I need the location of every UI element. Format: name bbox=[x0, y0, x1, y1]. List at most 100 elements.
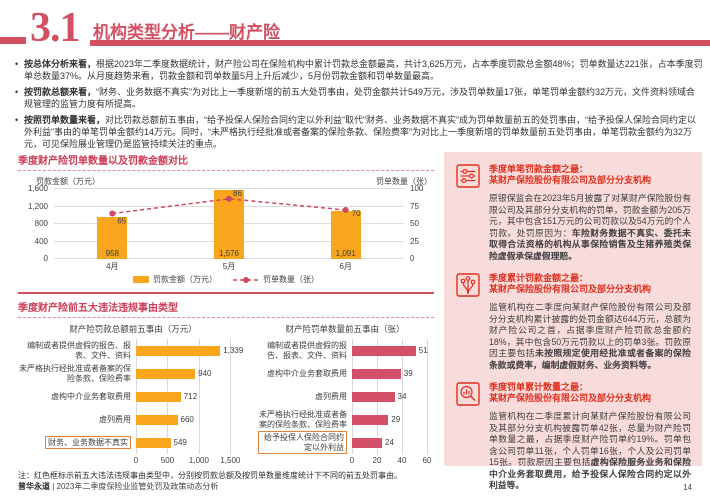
left-axis-tick: 1,600 bbox=[27, 184, 48, 193]
count-line-series: 65 86 70 bbox=[109, 189, 361, 226]
panel-section-ticket-count: 季度罚单累计数量之最： 某财产保险股份有限公司及部分分支机构 监管机构在二季度累… bbox=[456, 382, 691, 492]
dashed-line-dot-icon bbox=[233, 276, 259, 283]
bullet-text: 按照罚单数量来看，对比罚款总额前五事由，“给予投保人保险合同约定以外利益”取代“… bbox=[24, 115, 697, 149]
combo-chart-section-title: 季度财产险罚单数量以及罚款金额对比 bbox=[18, 156, 188, 167]
combo-right-axis-title: 罚单数量（张） bbox=[376, 177, 432, 186]
highlighted-category-box: 财务、业务数据不真实 bbox=[45, 435, 131, 450]
panel-section-single-fine: 季度单笔罚款金额之最： 某财产保险股份有限公司及部分分支机构 原银保监会在202… bbox=[456, 164, 691, 262]
category-text: 虚构中介业务套取费用 bbox=[267, 368, 347, 378]
category-label: 编制或者提供虚假的报告、报表、文件、资料 bbox=[258, 339, 352, 362]
panel-section-body: 监管机构在二季度向某财产保险股份有限公司及部分分支机构累计披露的处罚金额达644… bbox=[489, 302, 691, 370]
header-underline-bar bbox=[90, 40, 710, 46]
right-axis-tick: 50 bbox=[410, 219, 419, 228]
right-axis-tick: 0 bbox=[410, 254, 415, 263]
bar bbox=[352, 391, 395, 402]
x-axis-tick: 0 bbox=[349, 456, 355, 465]
category-text: 未严格执行经批准或者备案的保险条款、保险费率 bbox=[19, 364, 131, 383]
top5-amount-axis: 0 500 1,000 1,500 bbox=[134, 454, 248, 465]
top5-count-title: 财产险罚单数量前五事由（张） bbox=[285, 324, 405, 334]
bar bbox=[136, 345, 221, 356]
category-label: 财务、业务数据不真实 bbox=[18, 431, 136, 454]
gridline bbox=[402, 339, 403, 454]
bullet-by-amount: • 按罚款总额来看，“财务、业务数据不真实”为对比上一季度新增的前五大处罚事由，… bbox=[14, 86, 704, 110]
bar bbox=[352, 345, 416, 356]
page-title: 机构类型分析——财产险 bbox=[93, 23, 280, 42]
bar-row: 940 bbox=[136, 362, 248, 385]
x-axis-tick: 500 bbox=[160, 456, 175, 465]
panel-section-total-fine: 季度累计罚款金额之最： 某财产保险股份有限公司及部分分支机构 监管机构在二季度向… bbox=[456, 273, 691, 371]
left-axis-tick: 400 bbox=[34, 236, 48, 246]
category-text: 未严格执行经批准或者备案的保险条款、保险费率 bbox=[259, 410, 347, 429]
x-axis-tick: 40 bbox=[397, 456, 407, 465]
bar-row: 660 bbox=[136, 408, 248, 431]
top5-amount-labels: 编制或者提供虚假的报告、报表、文件、资料未严格执行经批准或者备案的保险条款、保险… bbox=[18, 339, 136, 464]
chart-magnifier-icon bbox=[456, 382, 480, 406]
category-label: 未严格执行经批准或者备案的保险条款、保险费率 bbox=[258, 408, 352, 431]
x-axis-tick: 1,500 bbox=[220, 456, 241, 465]
top5-amount-chart: 财产险罚款总额前五事由（万元） 编制或者提供虚假的报告、报表、文件、资料 未严格执… bbox=[18, 323, 248, 465]
panel-section-title: 季度单笔罚款金额之最： 某财产保险股份有限公司及部分分支机构 bbox=[489, 164, 652, 185]
bar-row: 34 bbox=[352, 385, 432, 408]
combo-x-axis: 4月 5月 6月 bbox=[54, 261, 404, 272]
category-label: 虚列费用 bbox=[18, 408, 136, 431]
highlights-panel: 季度单笔罚款金额之最： 某财产保险股份有限公司及部分分支机构 原银保监会在202… bbox=[444, 152, 702, 490]
bullet-text: 按总体分析来看，根据2023年二季度数据统计，财产险公司在保险机构中累计罚款总金… bbox=[24, 59, 703, 81]
top5-count-plot: 51 39 34 29 24 bbox=[352, 339, 432, 454]
combo-right-axis: 0 25 50 75 100 bbox=[404, 184, 434, 263]
bar-value-label: 549 bbox=[173, 438, 187, 447]
bullet-overall: • 按总体分析来看，根据2023年二季度数据统计，财产险公司在保险机构中累计罚款… bbox=[14, 58, 704, 82]
combo-chart: 罚款金额（万元） 罚单数量（张） 0 400 800 1,200 1,600 958 1,… bbox=[18, 176, 434, 285]
left-axis-tick: 800 bbox=[34, 219, 48, 228]
brand-name: 普华永道 bbox=[18, 482, 50, 491]
dashed-separator bbox=[18, 170, 434, 171]
top5-amount-plot: 1,339 940 712 660 549 bbox=[136, 339, 248, 454]
x-axis-tick: 1,000 bbox=[188, 456, 209, 465]
legend-label-count: 罚单数量（张） bbox=[263, 275, 319, 284]
category-label: 未严格执行经批准或者备案的保险条款、保险费率 bbox=[18, 362, 136, 385]
gridline bbox=[427, 339, 428, 454]
sliders-icon bbox=[456, 164, 480, 188]
bar-value-label: 34 bbox=[397, 392, 407, 401]
bullet-by-count: • 按照罚单数量来看，对比罚款总额前五事由，“给予投保人保险合同约定以外利益”取… bbox=[14, 114, 704, 150]
section-number: 3.1 bbox=[30, 5, 80, 51]
top5-count-labels: 编制或者提供虚假的报告、报表、文件、资料虚构中介业务套取费用虚列费用未严格执行经… bbox=[258, 339, 352, 464]
bar-value-label: 712 bbox=[183, 392, 198, 401]
highlighted-category-box: 给予投保人保险合同约定以外利益 bbox=[258, 431, 347, 454]
bullet-marker: • bbox=[15, 59, 19, 69]
legend-label-amount: 罚款金额（万元） bbox=[153, 275, 217, 284]
top5-count-chart: 财产险罚单数量前五事由（张） 编制或者提供虚假的报告、报表、文件、资料虚构中介业… bbox=[258, 323, 432, 465]
panel-section-body: 原银保监会在2023年5月披露了对某财产保险股份有限公司及其部分分支机构的罚单，… bbox=[489, 193, 691, 261]
bullet-marker: • bbox=[15, 87, 19, 97]
amount-bar-6月: 1,091 bbox=[330, 211, 361, 259]
category-text: 编制或者提供虚假的报告、报表、文件、资料 bbox=[27, 341, 131, 360]
left-axis-tick: 1,200 bbox=[27, 201, 48, 211]
category-text: 虚列费用 bbox=[315, 391, 347, 401]
dashed-separator bbox=[18, 317, 434, 318]
x-tick-june: 6月 bbox=[339, 262, 352, 271]
summary-bullets: • 按总体分析来看，根据2023年二季度数据统计，财产险公司在保险机构中累计罚款… bbox=[14, 58, 704, 154]
bar-value-label: 940 bbox=[198, 369, 212, 378]
charts-column: 季度财产险罚单数量以及罚款金额对比 罚款金额（万元） 罚单数量（张） 0 400 8… bbox=[18, 152, 434, 481]
gridline bbox=[230, 339, 232, 454]
header-left-dash bbox=[0, 37, 26, 44]
svg-text:70: 70 bbox=[352, 209, 361, 218]
bar-value-label: 958 bbox=[105, 249, 119, 258]
bar-value-label: 660 bbox=[180, 415, 194, 424]
category-label: 虚构中介业务套取费用 bbox=[18, 385, 136, 408]
panel-section-body: 监管机构在二季度累计向某财产保险股份有限公司及其部分分支机构披露罚单42张，总量… bbox=[489, 411, 691, 490]
left-axis-tick: 0 bbox=[43, 254, 48, 263]
combo-legend: 罚款金额（万元） 罚单数量（张） bbox=[18, 274, 434, 285]
bar bbox=[352, 414, 389, 425]
bar bbox=[136, 391, 181, 402]
bar-value-label: 1,576 bbox=[218, 249, 240, 258]
x-tick-may: 5月 bbox=[222, 262, 236, 271]
svg-text:65: 65 bbox=[117, 217, 126, 226]
right-axis-tick: 75 bbox=[410, 201, 419, 211]
bar-swatch-icon bbox=[133, 276, 149, 283]
solid-separator bbox=[18, 292, 434, 294]
footer-separator: | bbox=[50, 482, 57, 491]
footer: 普华永道 | 2023年二季度保险业监管处罚及政策动态分析 bbox=[18, 481, 218, 492]
x-axis-tick: 20 bbox=[372, 456, 382, 465]
bar bbox=[352, 437, 382, 448]
